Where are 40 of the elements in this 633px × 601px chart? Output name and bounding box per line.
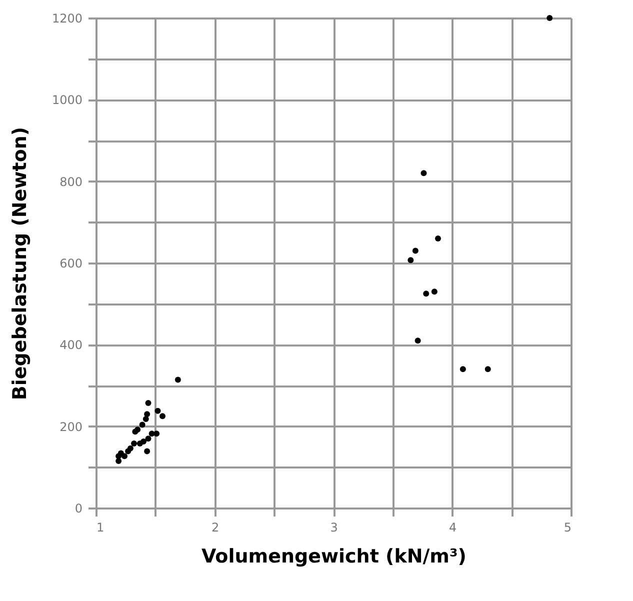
point — [154, 408, 161, 414]
point — [122, 453, 128, 460]
y-tick-label: 200 — [60, 420, 82, 434]
point — [423, 290, 430, 297]
point — [484, 366, 491, 372]
point — [145, 400, 152, 406]
point — [139, 422, 146, 428]
y-tick-label: 0 — [74, 502, 82, 516]
point — [136, 440, 143, 446]
point — [145, 436, 152, 442]
point — [144, 411, 150, 418]
x-tick-label: 3 — [330, 520, 338, 534]
y-tick-label: 1200 — [52, 12, 82, 26]
point — [408, 257, 414, 264]
point — [435, 236, 441, 242]
point — [546, 15, 553, 21]
point — [144, 448, 150, 454]
y-tick-label: 800 — [60, 174, 82, 189]
point — [148, 430, 155, 437]
y-tick-label: 400 — [60, 338, 82, 352]
point — [142, 416, 149, 422]
point — [420, 170, 427, 176]
point — [174, 376, 181, 383]
x-axis-title: Volumengewicht (kN/m³) — [202, 546, 466, 568]
point — [160, 413, 166, 420]
point — [132, 428, 138, 435]
y-tick-label: 1000 — [52, 93, 82, 108]
point — [125, 448, 132, 454]
y-tick-label: 600 — [60, 256, 82, 270]
x-tick-label: 5 — [564, 520, 572, 534]
y-axis-title: Biegebelastung (Newton) — [8, 126, 31, 400]
x-tick-label: 1 — [96, 520, 104, 534]
point — [414, 338, 421, 344]
point — [131, 440, 137, 446]
point — [431, 288, 438, 295]
point — [460, 366, 466, 372]
x-tick-label: 2 — [211, 520, 220, 534]
point — [412, 248, 418, 254]
point — [116, 458, 122, 464]
x-tick-label: 4 — [448, 520, 457, 534]
